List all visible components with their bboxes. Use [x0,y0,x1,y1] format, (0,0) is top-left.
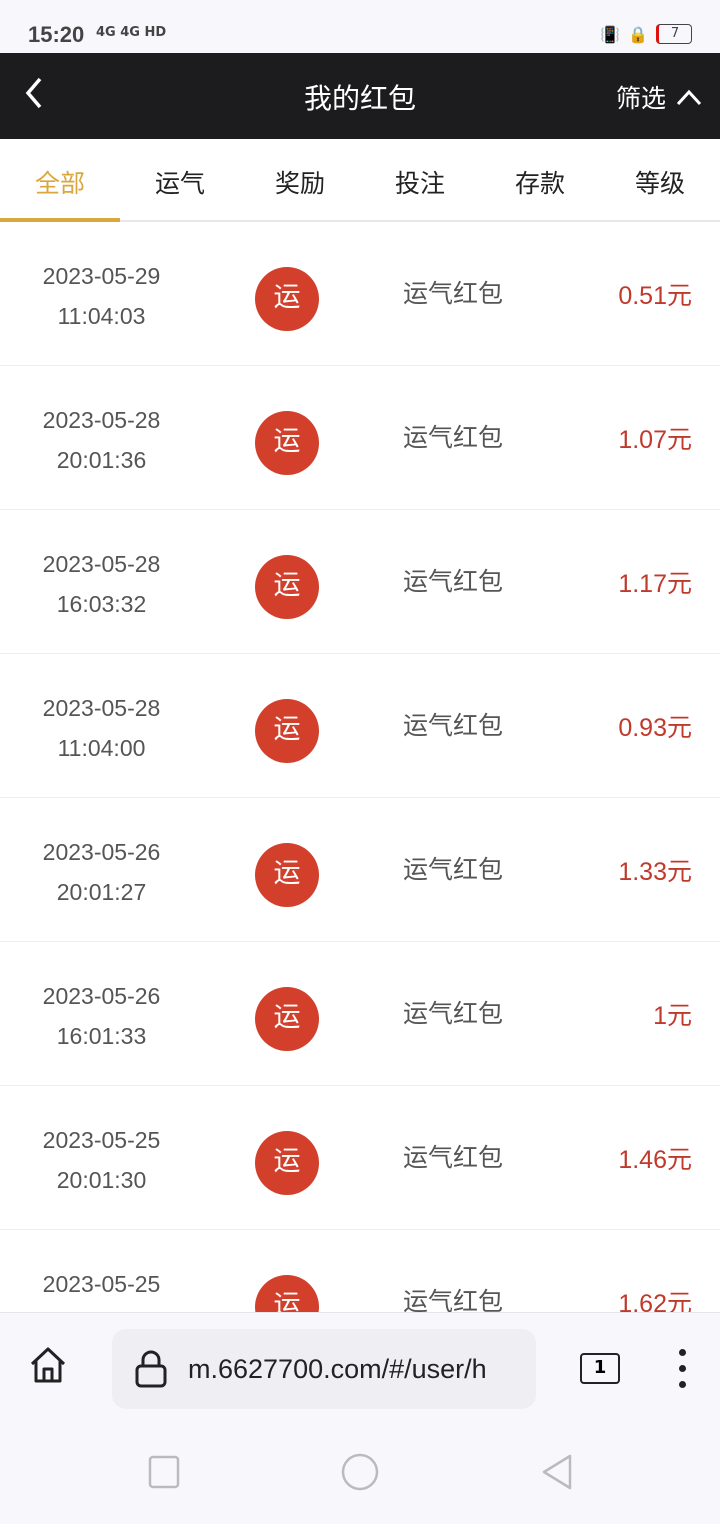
record-time: 11:04:03 [57,303,146,329]
record-amount: 1.07元 [618,426,692,454]
record-row[interactable]: 2023-05-26 16:01:33 运 运气红包 1元 [0,942,720,1086]
record-date: 2023-05-26 [42,983,161,1009]
record-type: 运气红包 [403,999,504,1028]
recents-button [148,1455,180,1489]
home-button[interactable] [28,1345,68,1389]
more-menu-button[interactable] [679,1349,689,1397]
tab-bar: 全部 运气 奖励 投注 存款 等级 [0,139,720,222]
record-list[interactable]: 2023-05-29 11:04:03 运 运气红包 0.51元 2023-05-2… [0,222,720,1312]
record-row[interactable]: 2023-05-25 运 运气红包 1.62元 [0,1230,720,1312]
luck-badge-icon: 运 [255,699,319,763]
record-type: 运气红包 [403,567,504,596]
tab-luck[interactable]: 运气 [154,169,205,198]
luck-badge-icon: 运 [255,987,319,1051]
record-time: 20:01:36 [56,447,147,473]
tab-reward[interactable]: 奖励 [274,169,325,198]
record-row[interactable]: 2023-05-29 11:04:03 运 运气红包 0.51元 [0,222,720,366]
tab-level[interactable]: 等级 [634,169,685,198]
record-type: 运气红包 [403,423,504,452]
record-time: 11:04:00 [57,735,146,761]
record-datetime: 2023-05-25 [0,1264,203,1304]
record-type: 运气红包 [403,279,504,308]
luck-badge-icon: 运 [255,555,319,619]
record-time: 20:01:30 [56,1167,147,1193]
battery-icon: 7 [656,24,692,44]
system-nav-bar [0,1420,720,1520]
url-bar[interactable]: m.6627700.com/#/user/h [112,1329,536,1409]
chevron-up-icon [676,89,702,106]
record-datetime: 2023-05-26 16:01:33 [0,976,203,1056]
page-title: 我的红包 [303,82,416,115]
tab-bet[interactable]: 投注 [394,169,445,198]
status-time: 15:20 [28,22,85,47]
record-amount: 1.17元 [618,570,692,598]
back-button[interactable] [22,75,46,120]
record-row[interactable]: 2023-05-28 16:03:32 运 运气红包 1.17元 [0,510,720,654]
luck-badge-icon: 运 [255,1275,319,1312]
record-date: 2023-05-29 [42,263,161,289]
luck-badge-icon: 运 [255,1131,319,1195]
record-date: 2023-05-28 [42,695,161,721]
record-row[interactable]: 2023-05-25 20:01:30 运 运气红包 1.46元 [0,1086,720,1230]
record-amount: 0.51元 [618,282,692,310]
home-nav-button [341,1453,379,1491]
record-amount: 1.62元 [618,1290,692,1312]
record-datetime: 2023-05-29 11:04:03 [0,256,203,336]
record-datetime: 2023-05-26 20:01:27 [0,832,203,912]
record-type: 运气红包 [403,855,504,884]
url-text: m.6627700.com/#/user/h [188,1353,487,1384]
tabs-button[interactable]: 1 [580,1353,620,1384]
record-date: 2023-05-25 [42,1127,161,1153]
record-row[interactable]: 2023-05-28 11:04:00 运 运气红包 0.93元 [0,654,720,798]
record-amount: 1.33元 [618,858,692,886]
browser-toolbar: m.6627700.com/#/user/h 1 [0,1312,720,1420]
record-time: 16:01:33 [56,1023,147,1049]
home-icon [30,1347,66,1383]
signal-icon: 4G 4G HD [96,25,167,40]
record-row[interactable]: 2023-05-28 20:01:36 运 运气红包 1.07元 [0,366,720,510]
filter-button[interactable]: 筛选 [616,79,702,115]
tab-deposit[interactable]: 存款 [514,169,565,198]
record-amount: 1.46元 [618,1146,692,1174]
lock-icon [135,1350,167,1388]
rotation-lock-icon: 🔒 [628,24,648,44]
filter-label: 筛选 [615,84,666,113]
record-datetime: 2023-05-25 20:01:30 [0,1120,203,1200]
luck-badge-icon: 运 [255,267,319,331]
record-type: 运气红包 [403,711,504,740]
record-time: 16:03:32 [56,591,147,617]
record-datetime: 2023-05-28 20:01:36 [0,400,203,480]
app-header: 我的红包 筛选 [0,53,720,139]
luck-badge-icon: 运 [255,411,319,475]
back-nav-button [542,1454,572,1490]
record-amount: 0.93元 [618,714,692,742]
record-type: 运气红包 [403,1287,504,1312]
tab-all[interactable]: 全部 [0,139,120,222]
record-date: 2023-05-25 [42,1271,161,1297]
record-type: 运气红包 [403,1143,504,1172]
record-time: 20:01:27 [56,879,147,905]
record-date: 2023-05-28 [42,551,161,577]
record-datetime: 2023-05-28 11:04:00 [0,688,203,768]
vibrate-icon: 📳 [600,24,621,44]
record-row[interactable]: 2023-05-26 20:01:27 运 运气红包 1.33元 [0,798,720,942]
chevron-left-icon [25,77,42,109]
record-amount: 1元 [653,1002,692,1030]
record-datetime: 2023-05-28 16:03:32 [0,544,203,624]
luck-badge-icon: 运 [255,843,319,907]
status-bar: 15:20 4G 4G HD 📳 🔒 7 [0,0,720,53]
record-date: 2023-05-26 [42,839,161,865]
record-date: 2023-05-28 [42,407,161,433]
